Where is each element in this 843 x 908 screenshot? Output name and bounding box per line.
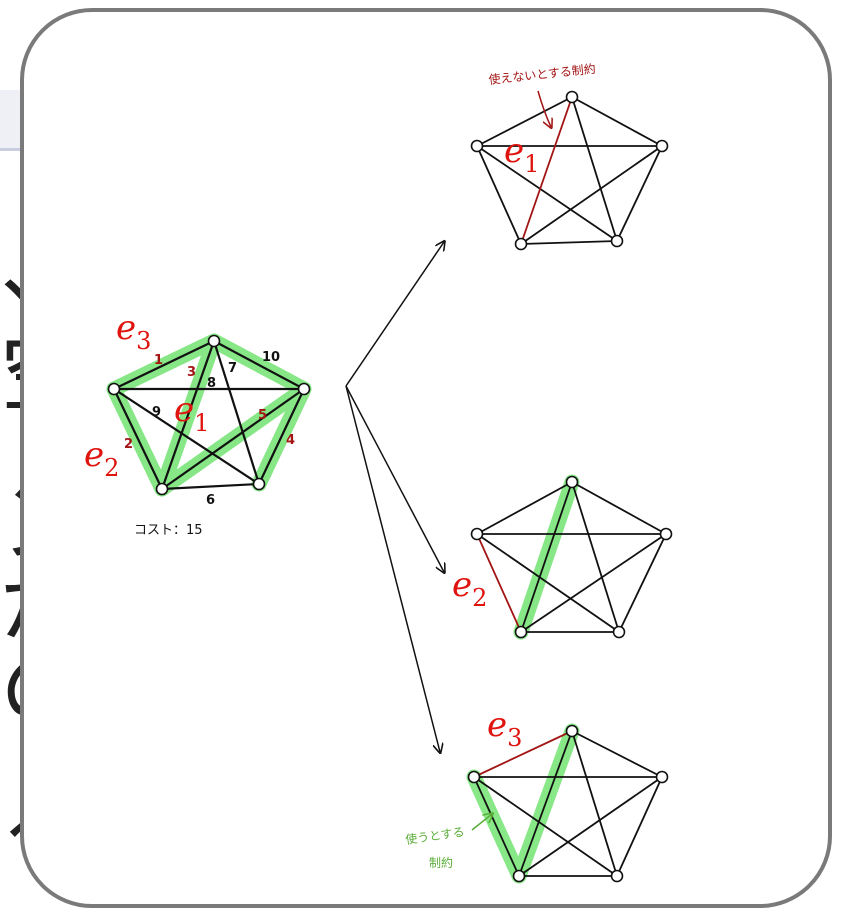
- edge-weight: 3: [187, 365, 196, 380]
- constraint-note-arrow: [537, 90, 551, 127]
- excluded-edge: [520, 96, 573, 245]
- bottom-graph-edges: [473, 730, 663, 877]
- middle-graph: e2: [452, 474, 673, 640]
- graph-node: [470, 139, 484, 153]
- edge-weight: 7: [228, 361, 237, 376]
- edge-weight: 5: [258, 408, 267, 423]
- graph-node: [655, 770, 669, 784]
- bottom-graph-nodes: [467, 724, 669, 883]
- graph-node: [612, 625, 626, 639]
- bottom-graph: e3 使うとする 制約: [404, 705, 669, 884]
- middle-graph-edges: [476, 481, 667, 633]
- graph-diagram: 1 2 3 7 8 9 10 5 4 6 コスト：15 e3 e1 e2: [84, 61, 673, 884]
- excluded-edge: [476, 533, 522, 633]
- graph-node: [470, 527, 484, 541]
- edge-weight: 8: [207, 376, 216, 391]
- arrow-to-bottom: [345, 385, 440, 752]
- edge-weight: 6: [206, 493, 215, 508]
- graph-node: [659, 527, 673, 541]
- graph-node: [107, 382, 121, 396]
- graph-node: [655, 139, 669, 153]
- top-graph: 使えないとする制約 e1: [470, 61, 669, 251]
- included-edge: [473, 730, 573, 778]
- edge-label-e2: e2: [452, 565, 487, 612]
- graph-node: [297, 382, 311, 396]
- edge-weight: 1: [154, 353, 163, 368]
- cannot-use-constraint-note: 使えないとする制約: [488, 61, 597, 87]
- graph-node: [565, 475, 579, 489]
- bottom-graph-highlight: [466, 723, 580, 884]
- top-graph-nodes: [470, 90, 669, 251]
- edge-label-e3: e3: [487, 705, 522, 752]
- graph-node: [565, 90, 579, 104]
- left-graph-edges: [113, 340, 305, 491]
- must-use-constraint-note: 使うとする: [404, 824, 465, 847]
- graph-node: [252, 477, 266, 491]
- edge-weight: 4: [286, 433, 295, 448]
- edge-label-e3: e3: [116, 308, 151, 355]
- arrow-to-top: [345, 242, 444, 387]
- top-graph-edges: [476, 96, 663, 245]
- graph-node: [467, 770, 481, 784]
- must-use-constraint-note: 制約: [429, 855, 453, 870]
- left-graph-nodes: [107, 334, 311, 496]
- middle-graph-nodes: [470, 475, 673, 639]
- graph-node: [155, 482, 169, 496]
- edge-weight: 2: [124, 437, 133, 452]
- edge-label-e2: e2: [84, 435, 119, 482]
- graph-node: [610, 234, 624, 248]
- constraint-note-arrow: [471, 814, 492, 831]
- cost-label: コスト：15: [134, 523, 203, 538]
- overlay-card: 1 2 3 7 8 9 10 5 4 6 コスト：15 e3 e1 e2: [20, 8, 832, 908]
- edge-label-e1: e1: [504, 131, 539, 178]
- arrow-to-middle: [345, 385, 444, 572]
- graph-node: [565, 724, 579, 738]
- graph-node: [512, 869, 526, 883]
- edge-weight: 9: [152, 405, 161, 420]
- graph-node: [514, 237, 528, 251]
- graph-node: [610, 869, 624, 883]
- branch-arrows: [345, 242, 444, 752]
- graph-node: [514, 625, 528, 639]
- edge-weight: 10: [262, 350, 280, 365]
- left-graph: 1 2 3 7 8 9 10 5 4 6 コスト：15 e3 e1 e2: [84, 308, 312, 538]
- graph-node: [207, 334, 221, 348]
- edge-label-e1: e1: [174, 390, 209, 437]
